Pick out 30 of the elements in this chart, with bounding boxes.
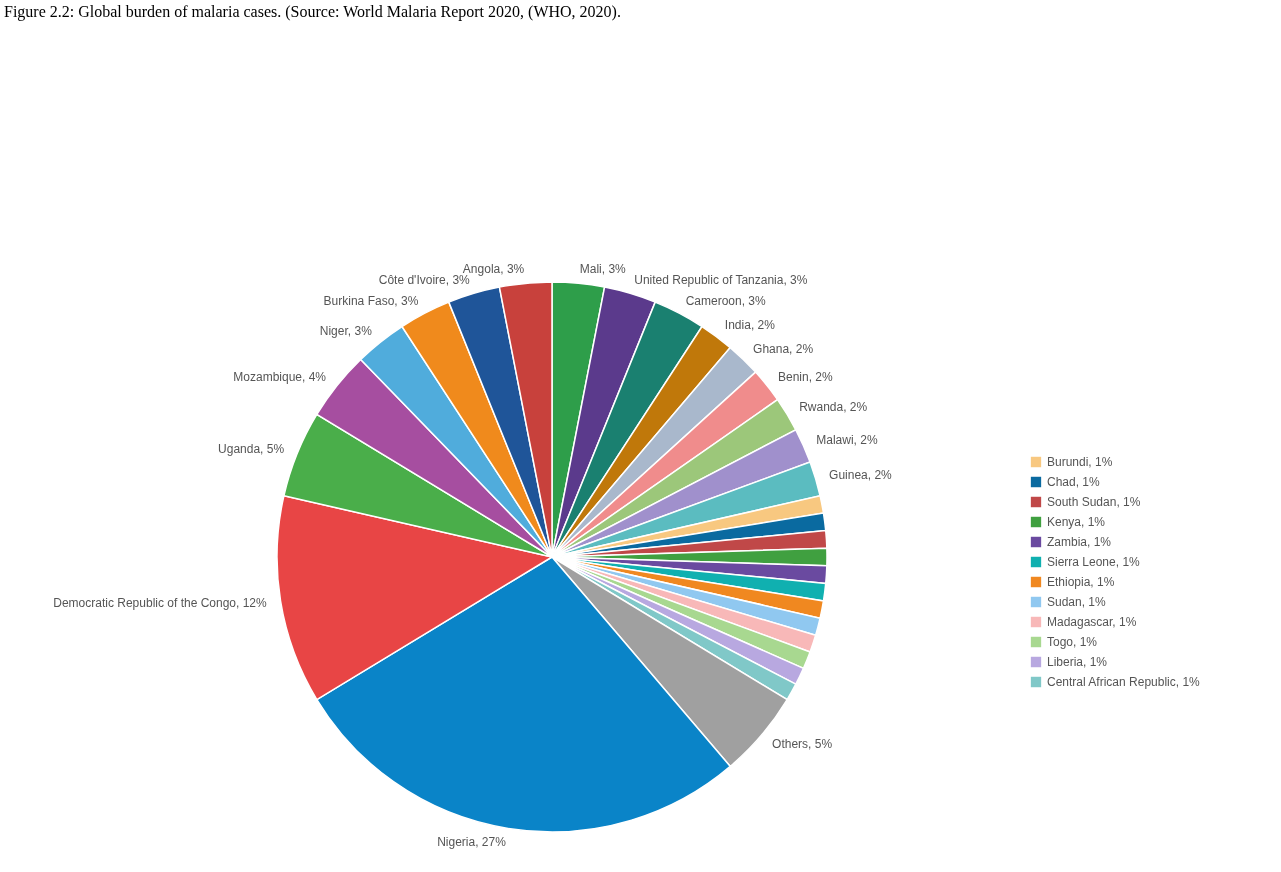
slice-label: India, 2% xyxy=(724,318,776,333)
legend-label: Zambia, 1% xyxy=(1047,535,1112,549)
chart-title: Figure 2.2: Global burden of malaria cases. (Source: World Malaria Report 2020, (WHO, 2020). xyxy=(4,3,621,21)
legend-label: Sierra Leone, 1% xyxy=(1047,555,1141,569)
legend-label: Togo, 1% xyxy=(1047,635,1098,649)
slice-label: Niger, 3% xyxy=(319,324,373,339)
slice-label: Democratic Republic of the Congo, 12% xyxy=(53,596,268,611)
slice-label: Ghana, 2% xyxy=(753,342,814,357)
legend-label: Madagascar, 1% xyxy=(1047,615,1137,629)
slice-label: Burkina Faso, 3% xyxy=(323,293,419,308)
slice-label: United Republic of Tanzania, 3% xyxy=(634,272,808,287)
legend-label: Sudan, 1% xyxy=(1047,595,1107,609)
legend-label: Liberia, 1% xyxy=(1047,655,1108,669)
slice-label: Uganda, 5% xyxy=(218,441,285,456)
slice-label: Benin, 2% xyxy=(777,369,833,384)
legend-label: Chad, 1% xyxy=(1047,475,1101,489)
slice-label: Mali, 3% xyxy=(579,262,627,277)
legend-label: Burundi, 1% xyxy=(1047,455,1113,469)
legend-label: Central African Republic, 1% xyxy=(1047,675,1201,689)
legend-label: Ethiopia, 1% xyxy=(1047,575,1115,589)
slice-label: Guinea, 2% xyxy=(829,467,893,482)
slice-label: Nigeria, 27% xyxy=(437,835,507,850)
legend-label: Kenya, 1% xyxy=(1047,515,1106,529)
slice-label: Others, 5% xyxy=(772,737,833,752)
slice-label: Rwanda, 2% xyxy=(799,400,868,415)
slice-label: Côte d'Ivoire, 3% xyxy=(378,272,471,287)
legend-label: South Sudan, 1% xyxy=(1047,495,1141,509)
slice-label: Malawi, 2% xyxy=(816,433,878,448)
slice-label: Cameroon, 3% xyxy=(685,293,767,308)
slice-label: Mozambique, 4% xyxy=(233,369,327,384)
